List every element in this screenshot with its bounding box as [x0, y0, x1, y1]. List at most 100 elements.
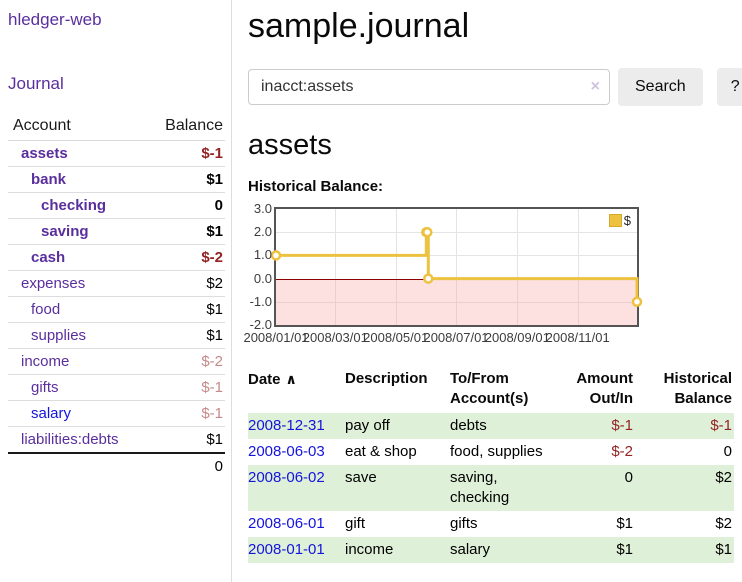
transaction-accounts: gifts: [450, 515, 478, 532]
search-form: × Search ?: [248, 68, 742, 106]
chart-gridline-vertical: [335, 209, 337, 325]
transaction-amount: $1: [616, 515, 633, 532]
table-row: 2008-06-03 eat & shop food, supplies $-2 0: [248, 439, 734, 465]
chart-legend: $: [606, 212, 633, 229]
account-link[interactable]: cash: [31, 249, 66, 266]
chart-gridline-vertical: [517, 209, 519, 325]
brand-link[interactable]: hledger-web: [8, 10, 102, 29]
legend-label: $: [623, 213, 631, 228]
accounts-total-value: 0: [144, 452, 225, 479]
y-axis-tick-label: -2.0: [249, 317, 272, 332]
clear-search-icon[interactable]: ×: [590, 78, 600, 95]
account-row: expenses $2: [8, 270, 225, 297]
x-axis-tick-label: 2008/11/01: [545, 330, 610, 345]
account-link[interactable]: salary: [31, 405, 72, 422]
account-link[interactable]: liabilities:debts: [21, 431, 119, 448]
transaction-date-link[interactable]: 2008-06-03: [248, 443, 325, 460]
transaction-date-cell: 2008-06-02: [248, 465, 345, 511]
transaction-amount: $-1: [566, 413, 641, 439]
register-table-body: 2008-12-31 pay off debts $-1 $-1 2008-06-03 ea…: [248, 413, 734, 563]
chart-title: Historical Balance:: [248, 178, 384, 195]
search-button[interactable]: Search: [618, 68, 703, 106]
account-row: cash $-2: [8, 244, 225, 271]
chart-gridline-horizontal: [276, 301, 637, 303]
account-row: bank $1: [8, 166, 225, 193]
account-link[interactable]: assets: [21, 145, 68, 162]
search-input[interactable]: [248, 69, 610, 105]
account-link[interactable]: food: [31, 301, 61, 318]
account-name-cell: salary: [8, 400, 145, 427]
register-header-balance: Historical Balance: [663, 370, 732, 407]
table-row: 2008-06-02 save saving, checking 0 $2: [248, 465, 734, 511]
account-balance: $2: [144, 270, 225, 297]
account-name-cell: bank: [8, 166, 145, 193]
account-link[interactable]: bank: [31, 171, 67, 188]
account-name-cell: liabilities:debts: [8, 426, 145, 453]
transaction-date-link[interactable]: 2008-06-01: [248, 515, 325, 532]
x-axis-tick-label: 2008/03/01: [302, 330, 368, 345]
legend-swatch: [608, 214, 622, 227]
transaction-date-link[interactable]: 2008-12-31: [248, 417, 325, 434]
series-line: [270, 226, 643, 308]
y-axis-tick-label: 2.0: [253, 224, 272, 240]
negative-region: [276, 278, 637, 325]
register-header-amount: Amount Out/In: [576, 370, 633, 407]
data-point-marker: [422, 226, 433, 238]
transaction-accounts: saving, checking: [450, 465, 566, 511]
transaction-description: eat & shop: [345, 443, 417, 460]
account-row: supplies $1: [8, 322, 225, 349]
transaction-amount: 0: [566, 465, 641, 511]
account-row: checking 0: [8, 192, 225, 219]
account-row: salary $-1: [8, 400, 225, 427]
chart-gridline-horizontal: [276, 232, 637, 234]
register-header-date[interactable]: Date ∧: [248, 371, 297, 388]
transaction-amount: $-2: [611, 443, 633, 460]
account-name-cell: supplies: [8, 322, 145, 349]
transaction-description: pay off: [345, 413, 450, 439]
account-balance: $-2: [144, 244, 225, 271]
data-point-marker: [270, 250, 282, 261]
balance-column-header: Balance: [144, 114, 225, 141]
balance-chart: $ 3.0 2.0 1.0 0.0 -1.0 -2.0 2008/01/01 2008/03/…: [243, 199, 668, 349]
transaction-date-cell: 2008-01-01: [248, 537, 345, 563]
account-row: food $1: [8, 296, 225, 323]
account-link[interactable]: income: [21, 353, 70, 370]
x-axis-tick-label: 2008/01/01: [243, 330, 309, 345]
accounts-total-row: 0: [8, 452, 225, 479]
transaction-description: income: [345, 537, 450, 563]
account-balance: 0: [144, 192, 225, 219]
table-row: 2008-06-01 gift gifts $1 $2: [248, 511, 734, 537]
account-balance: $1: [144, 296, 225, 323]
account-row: liabilities:debts $1: [8, 426, 225, 453]
chart-gridline-vertical: [395, 209, 397, 325]
account-balance: $1: [144, 218, 225, 245]
account-link[interactable]: saving: [41, 223, 89, 240]
chart-plot[interactable]: $: [270, 207, 643, 327]
data-point-marker: [423, 273, 434, 284]
y-axis-tick-label: 0.0: [253, 270, 272, 286]
accounts-total-spacer: [8, 452, 145, 479]
transaction-balance: 0: [723, 443, 732, 460]
main-content: sample.journal × Search ? assets Histori…: [232, 0, 742, 582]
account-link[interactable]: checking: [41, 197, 107, 214]
account-row: saving $1: [8, 218, 225, 245]
search-input-wrap: ×: [248, 69, 610, 105]
x-axis-tick-label: 2008/05/01: [363, 330, 429, 345]
x-axis-tick-label: 2008/07/01: [423, 330, 489, 345]
accounts-column-header: Account: [8, 114, 145, 141]
account-link[interactable]: expenses: [21, 275, 86, 292]
account-balance: $-2: [144, 348, 225, 375]
chart-gridline-vertical: [577, 209, 579, 325]
sidebar-item-journal[interactable]: Journal: [8, 74, 64, 93]
account-name-cell: income: [8, 348, 145, 375]
transaction-date-cell: 2008-06-03: [248, 439, 345, 465]
transaction-accounts: food, supplies: [450, 443, 543, 460]
transaction-date-link[interactable]: 2008-06-02: [248, 469, 325, 486]
help-button[interactable]: ?: [716, 68, 742, 106]
account-link[interactable]: supplies: [31, 327, 87, 344]
account-link[interactable]: gifts: [31, 379, 59, 396]
y-axis-tick-label: 3.0: [253, 201, 272, 216]
y-axis-tick-label: -1.0: [249, 293, 272, 309]
account-name-cell: gifts: [8, 374, 145, 401]
transaction-date-link[interactable]: 2008-01-01: [248, 541, 325, 558]
